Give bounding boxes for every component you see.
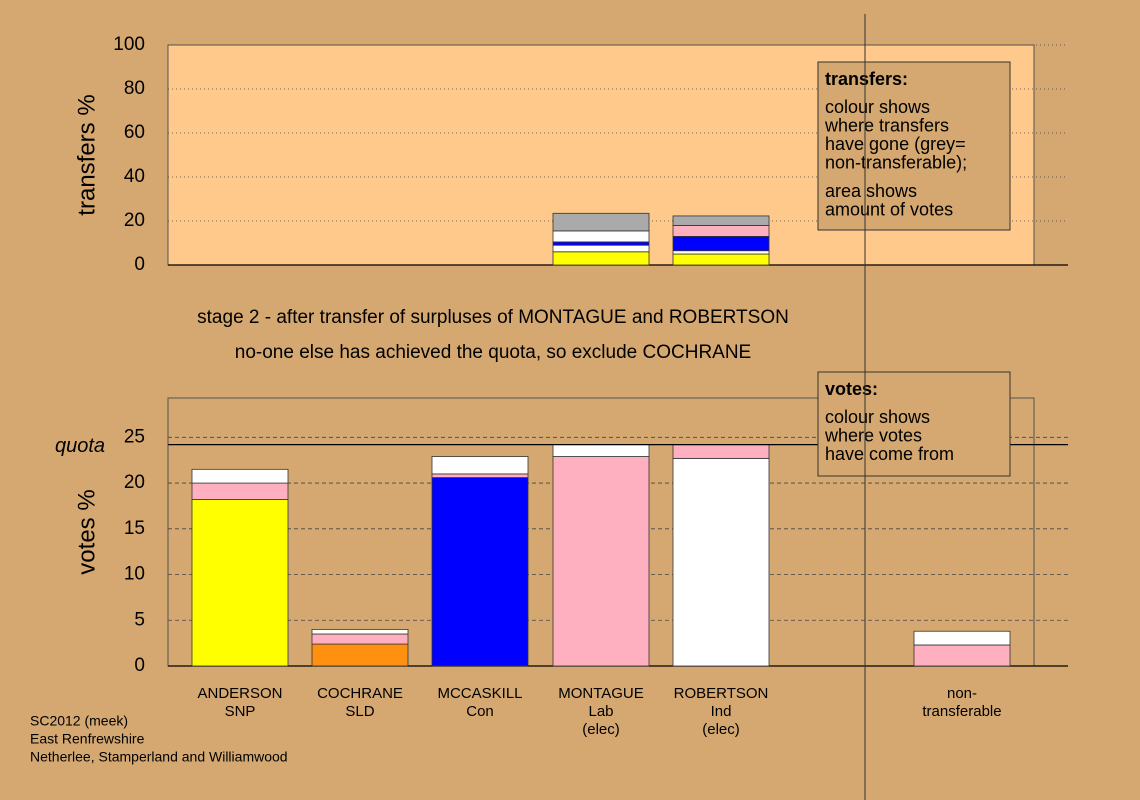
bar-segment [672, 250, 770, 255]
bar-segment [191, 468, 289, 484]
legend-text: where transfers [824, 115, 949, 135]
x-tick-label: non- [947, 685, 977, 702]
legend-box [817, 371, 1011, 477]
legend-title: transfers: [825, 69, 908, 89]
bar-segment [431, 456, 529, 475]
bar-segment [672, 235, 770, 252]
footer: Netherlee, Stamperland and Williamwood [30, 749, 288, 765]
bar-segment [191, 499, 289, 667]
y-tick-label: 80 [124, 78, 145, 99]
bar-segment [552, 241, 650, 246]
bar-segment [431, 477, 529, 667]
x-tick-label: Ind [711, 703, 732, 720]
x-tick-label: Lab [588, 703, 613, 720]
y-tick-label: 40 [124, 166, 145, 187]
x-tick-label: (elec) [702, 721, 740, 738]
y-tick-label: 100 [113, 34, 145, 55]
legend-text: where votes [824, 425, 922, 445]
legend-text: colour shows [825, 97, 930, 117]
stage-line: no-one else has achieved the quota, so e… [235, 342, 751, 363]
y-tick-label: 60 [124, 122, 145, 143]
bar-segment [191, 482, 289, 500]
bar-segment [311, 643, 409, 667]
legend-text: area shows [825, 181, 917, 201]
x-tick-label: transferable [922, 703, 1001, 720]
bar-segment [552, 230, 650, 243]
bar-segment [552, 244, 650, 253]
x-tick-label: Con [466, 703, 494, 720]
bar-segment [672, 457, 770, 667]
stage-line: stage 2 - after transfer of surpluses of… [197, 307, 789, 328]
bar-segment [672, 444, 770, 459]
quota-label: quota [55, 435, 105, 457]
x-tick-label: COCHRANE [317, 685, 403, 702]
bar-segment [672, 224, 770, 237]
x-tick-label: MONTAGUE [558, 685, 644, 702]
x-tick-label: ROBERTSON [674, 685, 769, 702]
bar-segment [552, 456, 650, 667]
footer: SC2012 (meek) [30, 713, 128, 729]
bar-segment [672, 215, 770, 226]
y-tick-label: 20 [124, 210, 145, 231]
y-tick-label: 25 [124, 426, 145, 447]
y-tick-label: 10 [124, 564, 145, 585]
legend-text: non-transferable); [825, 152, 967, 172]
bar-segment [431, 473, 529, 478]
bar-segment [552, 251, 650, 266]
x-tick-label: MCCASKILL [437, 685, 522, 702]
bar-segment [913, 644, 1011, 667]
y-tick-label: 20 [124, 472, 145, 493]
bar-segment [552, 444, 650, 457]
y-axis-label: votes % [73, 489, 100, 574]
bar-segment [311, 629, 409, 635]
legend-text: amount of votes [825, 199, 953, 219]
footer: East Renfrewshire [30, 731, 145, 747]
y-tick-label: 0 [134, 254, 145, 275]
x-tick-label: (elec) [582, 721, 620, 738]
bar-segment [672, 253, 770, 266]
bar-segment [552, 212, 650, 232]
y-tick-label: 0 [134, 655, 145, 676]
legend-title: votes: [825, 379, 878, 399]
x-tick-label: SLD [345, 703, 374, 720]
y-axis-label: transfers % [73, 94, 100, 215]
legend-text: colour shows [825, 407, 930, 427]
bar-segment [913, 630, 1011, 646]
y-tick-label: 15 [124, 518, 145, 539]
legend-text: have come from [825, 444, 954, 464]
legend-text: have gone (grey= [825, 134, 966, 154]
bar-segment [311, 633, 409, 645]
y-tick-label: 5 [134, 609, 145, 630]
x-tick-label: SNP [225, 703, 256, 720]
x-tick-label: ANDERSON [197, 685, 282, 702]
legend-box [817, 61, 1011, 231]
